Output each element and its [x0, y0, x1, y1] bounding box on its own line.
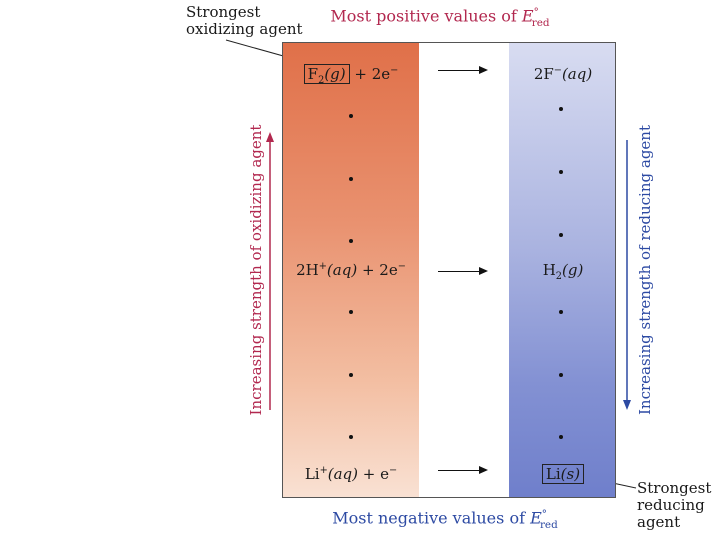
- ellipsis-dot: [349, 310, 353, 314]
- strongest-reducing-agent-box: Li(s): [541, 464, 585, 484]
- reaction-middle-oxidant: 2H+(aq) + 2e−: [296, 261, 406, 279]
- ellipsis-dot: [349, 239, 353, 243]
- ellipsis-dot: [349, 435, 353, 439]
- top-title: Most positive values of E°red: [330, 6, 550, 29]
- ellipsis-dot: [559, 435, 563, 439]
- ellipsis-dot: [349, 114, 353, 118]
- oxidizing-agents-column: [283, 43, 419, 497]
- reducing-agents-column: [509, 43, 615, 497]
- reducing-axis-label: Increasing strength of reducing agent: [636, 125, 654, 415]
- reaction-top-oxidant: F2(g) + 2e−: [283, 64, 419, 86]
- strongest-oxidizing-agent-box: F2(g): [303, 64, 350, 86]
- ellipsis-dot: [349, 373, 353, 377]
- arrows-column: [419, 43, 509, 497]
- arrow-middle: [438, 267, 488, 275]
- reaction-bottom-oxidant: Li+(aq) + e−: [304, 465, 398, 483]
- reducing-axis-arrowhead: [623, 400, 631, 410]
- ellipsis-dot: [559, 310, 563, 314]
- reaction-top-reductant: 2F−(aq): [533, 65, 593, 83]
- callout-strongest-oxidizing: Strongest oxidizing agent: [186, 3, 303, 38]
- ellipsis-dot: [559, 107, 563, 111]
- reaction-bottom-reductant: Li(s): [509, 464, 615, 484]
- oxidizing-axis-arrowhead: [266, 132, 274, 142]
- bottom-title: Most negative values of E°red: [332, 508, 558, 531]
- arrow-bottom: [438, 466, 488, 474]
- reaction-middle-reductant: H2(g): [542, 261, 584, 282]
- ellipsis-dot: [559, 373, 563, 377]
- ellipsis-dot: [559, 233, 563, 237]
- arrow-top: [438, 66, 488, 74]
- reduction-potential-table: F2(g) + 2e− 2F−(aq) 2H+(aq) + 2e− H2(g) …: [282, 42, 616, 498]
- callout-strongest-reducing: Strongest reducing agent: [637, 479, 712, 531]
- ellipsis-dot: [559, 170, 563, 174]
- ellipsis-dot: [349, 177, 353, 181]
- oxidizing-axis-label: Increasing strength of oxidizing agent: [247, 124, 265, 416]
